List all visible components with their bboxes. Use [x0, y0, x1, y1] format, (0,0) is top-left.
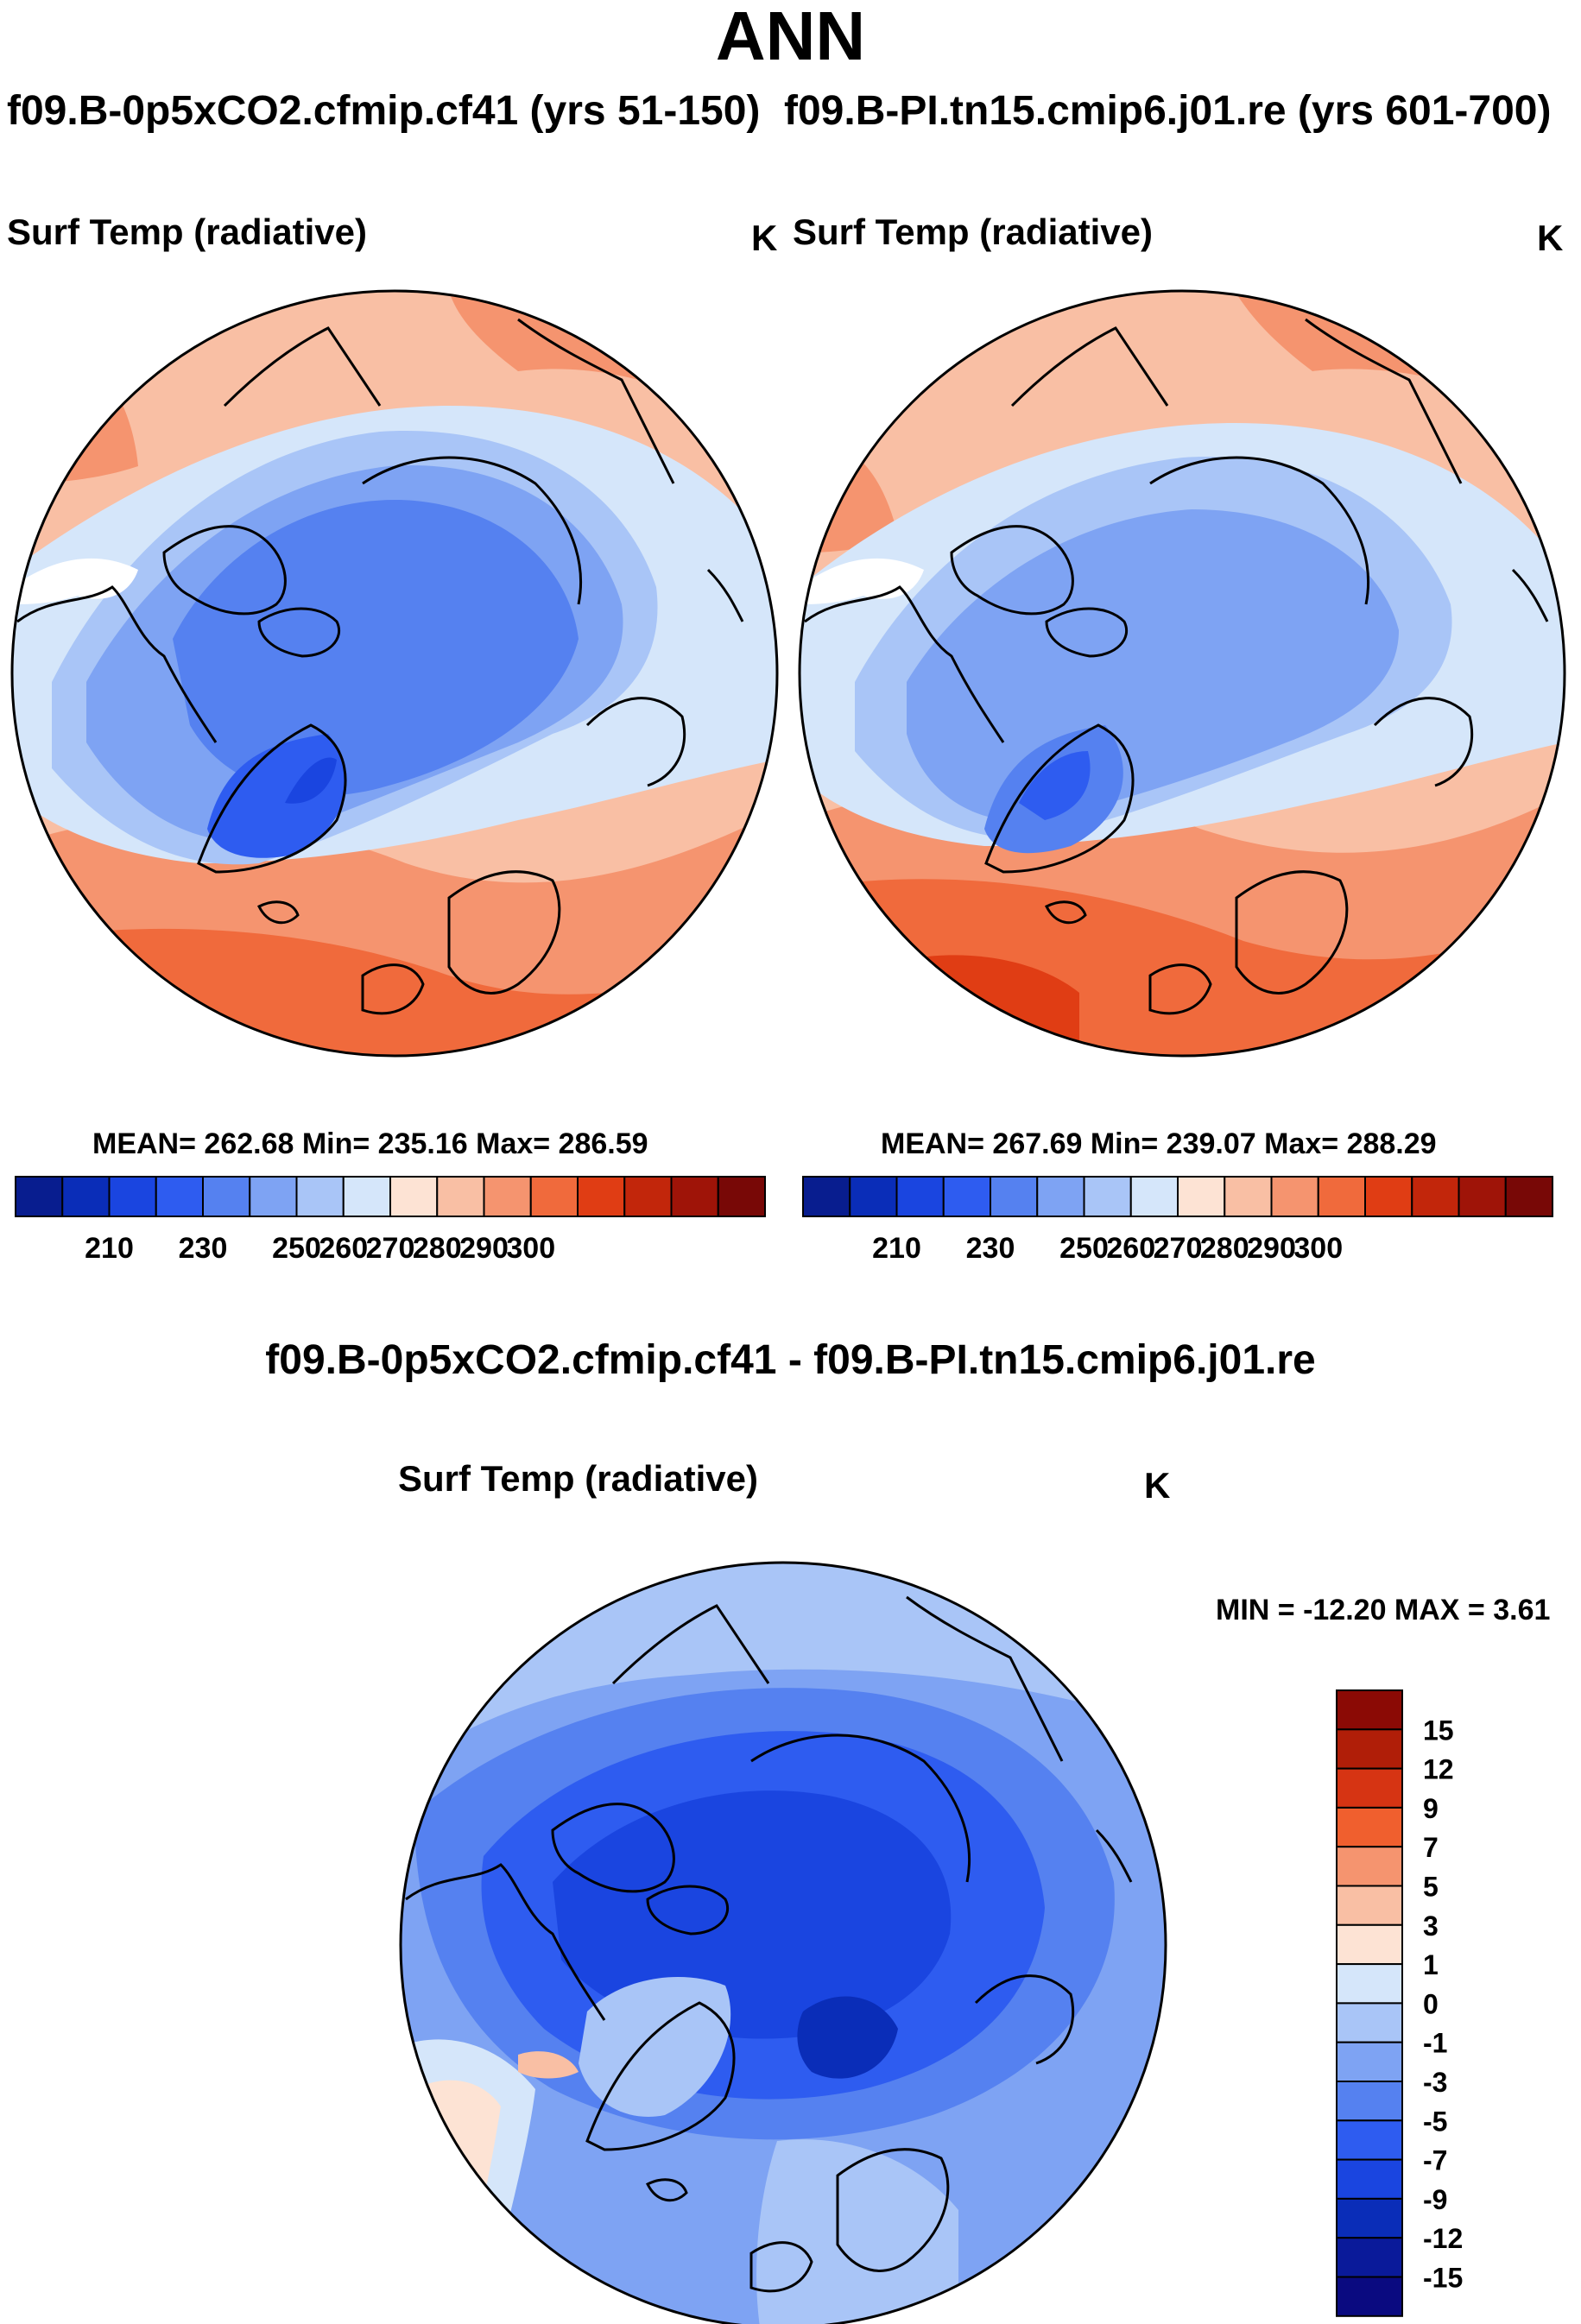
colorbar-tick-label: -15	[1423, 2263, 1463, 2294]
colorbar-swatch	[1129, 1176, 1179, 1217]
colorbar-swatch	[1336, 1689, 1403, 1731]
colorbar-swatch	[529, 1176, 579, 1217]
colorbar-tick-label: 230	[966, 1232, 1015, 1265]
colorbar-swatch	[1270, 1176, 1319, 1217]
colorbar-swatch	[1336, 1806, 1403, 1848]
colorbar-tick-label: -7	[1423, 2145, 1447, 2176]
difference-title: f09.B-0p5xCO2.cfmip.cf41 - f09.B-PI.tn15…	[265, 1337, 1316, 1383]
colorbar-tick-label: -12	[1423, 2223, 1463, 2254]
panel2-units: K	[1537, 218, 1564, 258]
colorbar-tick-label: 210	[85, 1232, 134, 1265]
colorbar-swatch	[577, 1176, 626, 1217]
colorbar-tick-label: 210	[872, 1232, 921, 1265]
colorbar-swatch	[1083, 1176, 1132, 1217]
colorbar-tick-label: 0	[1423, 1988, 1439, 2019]
colorbar-swatch	[1036, 1176, 1085, 1217]
colorbar-tick-label: 300	[506, 1232, 555, 1265]
panel2-stats: MEAN= 267.69 Min= 239.07 Max= 288.29	[881, 1127, 1437, 1160]
colorbar-tick-label: 15	[1423, 1715, 1454, 1746]
panel1-title: Surf Temp (radiative)	[7, 212, 367, 252]
colorbar-swatch	[389, 1176, 439, 1217]
colorbar-tick-label: 290	[1247, 1232, 1296, 1265]
colorbar-tick-label: 12	[1423, 1754, 1454, 1785]
panel2-map	[798, 289, 1566, 1058]
colorbar-swatch	[717, 1176, 766, 1217]
colorbar-swatch	[1177, 1176, 1226, 1217]
colorbar-swatch	[1336, 1885, 1403, 1926]
colorbar-tick-label: 300	[1293, 1232, 1343, 1265]
colorbar-tick-label: 280	[1200, 1232, 1249, 1265]
colorbar-tick-label: -3	[1423, 2067, 1447, 2098]
colorbar-swatch	[1336, 2002, 1403, 2043]
colorbar-tick-label: 3	[1423, 1910, 1439, 1942]
colorbar-swatch	[802, 1176, 851, 1217]
colorbar-swatch	[1504, 1176, 1553, 1217]
panel2-title: Surf Temp (radiative)	[793, 212, 1153, 252]
panel3-units: K	[1144, 1465, 1171, 1506]
colorbar-swatch	[895, 1176, 945, 1217]
colorbar-swatch	[1336, 2197, 1403, 2239]
colorbar-swatch	[623, 1176, 673, 1217]
colorbar-swatch	[155, 1176, 204, 1217]
colorbar-tick-label: 280	[413, 1232, 462, 1265]
colorbar-swatch	[1336, 1923, 1403, 1966]
colorbar-tick-label: 9	[1423, 1793, 1439, 1824]
colorbar-swatch	[670, 1176, 719, 1217]
panel3-title: Surf Temp (radiative)	[398, 1458, 758, 1499]
panel1-units: K	[751, 218, 778, 258]
colorbar-tick-label: 250	[1059, 1232, 1109, 1265]
colorbar-swatch	[1336, 1767, 1403, 1809]
colorbar-tick-label: -1	[1423, 2028, 1447, 2059]
colorbar-swatch	[1364, 1176, 1413, 1217]
colorbar-tick-label: 270	[1154, 1232, 1203, 1265]
colorbar-swatch	[849, 1176, 898, 1217]
colorbar-swatch	[295, 1176, 345, 1217]
colorbar-swatch	[1336, 1846, 1403, 1887]
colorbar-swatch	[942, 1176, 991, 1217]
colorbar-tick-label: 1	[1423, 1949, 1439, 1980]
colorbar-tick-label: 5	[1423, 1872, 1439, 1903]
colorbar-swatch	[1336, 2081, 1403, 2122]
colorbar-swatch	[1336, 2158, 1403, 2200]
colorbar-swatch	[1336, 2237, 1403, 2278]
colorbar-swatch	[1317, 1176, 1366, 1217]
colorbar-tick-label: 270	[366, 1232, 415, 1265]
colorbar-swatch	[342, 1176, 391, 1217]
colorbar-swatch	[436, 1176, 485, 1217]
colorbar-tick-label: 230	[179, 1232, 228, 1265]
colorbar-swatch	[1336, 2041, 1403, 2082]
colorbar-swatch	[990, 1176, 1039, 1217]
colorbar-tick-label: 260	[1106, 1232, 1155, 1265]
panel1-stats: MEAN= 262.68 Min= 235.16 Max= 286.59	[92, 1127, 648, 1160]
panel3-stats: MIN = -12.20 MAX = 3.61	[1216, 1594, 1551, 1626]
case-left-title: f09.B-0p5xCO2.cfmip.cf41 (yrs 51-150)	[7, 88, 761, 134]
colorbar-swatch	[108, 1176, 157, 1217]
colorbar-swatch	[249, 1176, 298, 1217]
colorbar-tick-label: 7	[1423, 1832, 1439, 1863]
page-title: ANN	[715, 0, 866, 74]
colorbar-swatch	[1336, 1963, 1403, 2005]
colorbar-swatch	[1336, 1728, 1403, 1770]
colorbar-tick-label: 290	[459, 1232, 509, 1265]
panel1-map	[10, 289, 779, 1058]
panel3-map	[399, 1561, 1167, 2324]
colorbar-tick-label: -5	[1423, 2106, 1447, 2137]
colorbar-swatch	[1336, 2119, 1403, 2161]
colorbar-swatch	[1224, 1176, 1273, 1217]
case-right-title: f09.B-PI.tn15.cmip6.j01.re (yrs 601-700)	[784, 88, 1552, 134]
colorbar-swatch	[1458, 1176, 1507, 1217]
colorbar-tick-label: 250	[272, 1232, 321, 1265]
colorbar-swatch	[1411, 1176, 1460, 1217]
colorbar-swatch	[15, 1176, 64, 1217]
colorbar-swatch	[1336, 2276, 1403, 2317]
colorbar-tick-label: -9	[1423, 2184, 1447, 2215]
colorbar-swatch	[483, 1176, 532, 1217]
colorbar-swatch	[202, 1176, 251, 1217]
colorbar-tick-label: 260	[319, 1232, 368, 1265]
panel3-colorbar: 15 12 9 7 5 3 1 0 -1 -3 -5 -7 -9 -12 -15	[1336, 1689, 1463, 2317]
colorbar-swatch	[61, 1176, 111, 1217]
